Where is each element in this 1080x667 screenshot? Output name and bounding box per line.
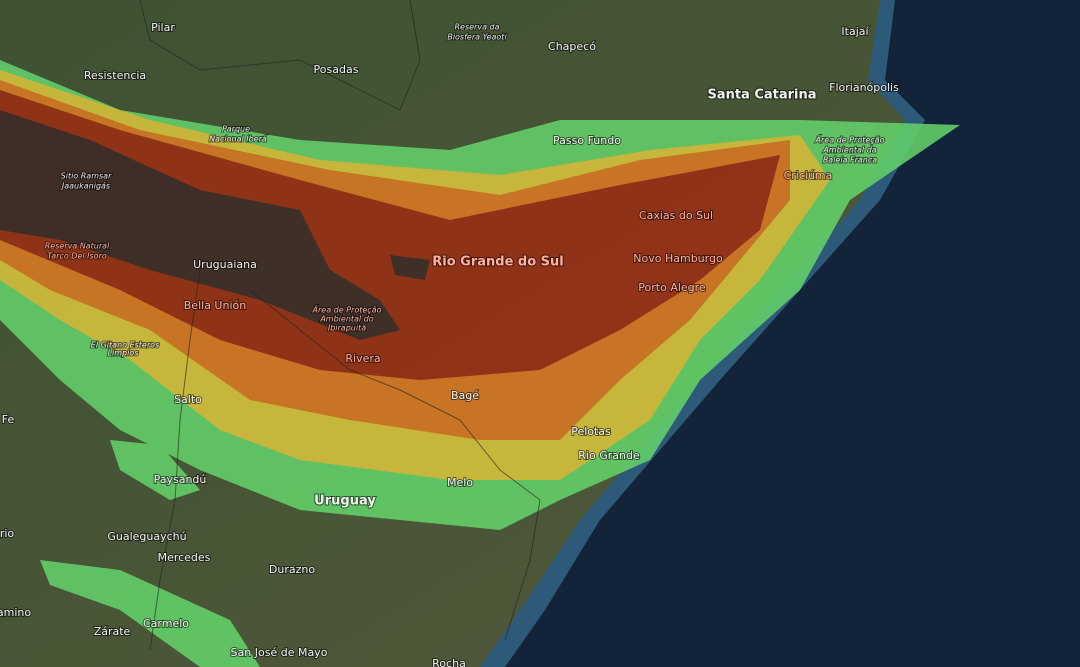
- border: [149, 269, 201, 651]
- place-label: Bagé: [451, 389, 479, 402]
- place-label: Paysandú: [154, 473, 207, 486]
- precip-extreme: [390, 255, 430, 280]
- place-label: Itajaí: [841, 25, 869, 38]
- place-label: Chapecó: [548, 40, 596, 53]
- park-label: Sitio Ramsar: [61, 172, 112, 181]
- park-label: Área de Proteção: [815, 134, 885, 145]
- place-label: Resistencia: [84, 69, 146, 82]
- region-label: Rio Grande do Sul: [432, 255, 564, 270]
- place-label: Pilar: [151, 21, 175, 34]
- place-label: Fe: [2, 413, 15, 426]
- place-label: Novo Hamburgo: [633, 252, 723, 265]
- park-label: El Gitano Esteros: [91, 341, 159, 350]
- region-label: Santa Catarina: [707, 88, 816, 103]
- place-label: Carmelo: [143, 617, 189, 630]
- place-label: amino: [0, 606, 31, 619]
- place-label: Uruguaiana: [193, 258, 257, 271]
- park-label: Ambiental do: [319, 315, 373, 324]
- place-label: Melo: [447, 476, 473, 489]
- park-label: Ibirapuitã: [328, 324, 366, 333]
- park-label: Reserva da: [454, 23, 499, 32]
- place-label: Gualeguaychú: [107, 530, 186, 543]
- park-label: Baleia Franca: [823, 156, 877, 165]
- park-label: Reserva Natural: [45, 242, 110, 251]
- place-label: Passo Fundo: [553, 134, 621, 147]
- park-label: Biosfera Yeaoti: [447, 33, 507, 42]
- place-label: Rivera: [345, 352, 380, 365]
- place-label: Durazno: [269, 563, 315, 576]
- precip-light: [110, 440, 200, 500]
- place-label: Rocha: [432, 657, 466, 667]
- place-label: San José de Mayo: [231, 646, 328, 659]
- ocean: [505, 0, 1080, 667]
- precip-extreme: [0, 110, 400, 340]
- border: [139, 0, 421, 111]
- park-label: Tarco Del Isoro: [47, 252, 107, 261]
- place-label: Zárate: [94, 625, 131, 638]
- place-label: Florianópolis: [829, 81, 899, 94]
- park-label: Jaaukanigás: [60, 182, 110, 191]
- place-label: Mercedes: [158, 551, 211, 564]
- place-label: rio: [0, 527, 14, 540]
- park-label: Ambiental da: [822, 146, 876, 155]
- place-label: Posadas: [314, 63, 359, 76]
- place-label: Criciúma: [784, 169, 833, 182]
- precip-light: [40, 560, 260, 667]
- place-label: Caxias do Sul: [639, 209, 713, 222]
- place-label: Bella Unión: [184, 299, 246, 312]
- place-label: Porto Alegre: [638, 281, 706, 294]
- park-label: Nacional Iberá: [209, 135, 267, 144]
- park-label: Limpios: [108, 349, 139, 358]
- place-label: Salto: [174, 393, 202, 406]
- park-label: Área de Proteção: [312, 304, 382, 315]
- place-label: Rio Grande: [578, 449, 640, 462]
- region-label: Uruguay: [314, 494, 376, 509]
- park-label: Parque: [222, 125, 250, 134]
- border: [249, 289, 541, 641]
- place-label: Pelotas: [571, 425, 611, 438]
